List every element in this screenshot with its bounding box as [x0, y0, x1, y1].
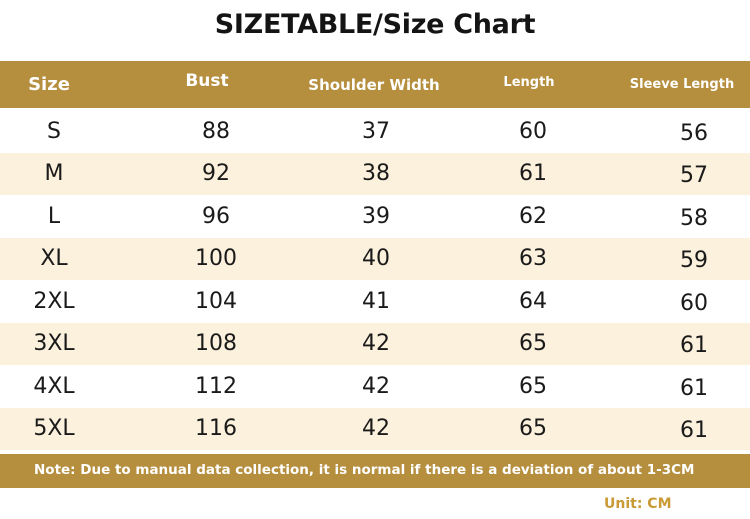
size-cell: 5XL — [33, 416, 75, 442]
bust-cell: 116 — [195, 416, 237, 442]
table-row: XL 100 40 63 59 — [0, 237, 750, 280]
sleeve-length-cell: 61 — [680, 333, 708, 359]
shoulder-width-cell: 41 — [362, 288, 390, 314]
bust-cell: 104 — [195, 288, 237, 314]
table-row: 2XL 104 41 64 60 — [0, 280, 750, 323]
table-header: Size Bust Shoulder Width Length Sleeve L… — [0, 61, 750, 108]
size-cell: 3XL — [33, 331, 75, 357]
column-header-shoulder-width: Shoulder Width — [308, 75, 440, 94]
shoulder-width-cell: 42 — [362, 373, 390, 399]
shoulder-width-cell: 40 — [362, 246, 390, 272]
length-cell: 65 — [519, 373, 547, 399]
bust-cell: 96 — [202, 203, 230, 229]
shoulder-width-cell: 38 — [362, 161, 390, 187]
sleeve-length-cell: 59 — [680, 248, 708, 274]
sleeve-length-cell: 61 — [680, 418, 708, 444]
page-title: SIZETABLE/Size Chart — [214, 9, 536, 40]
table-row: S 88 37 60 56 — [0, 110, 750, 153]
bust-cell: 108 — [195, 331, 237, 357]
length-cell: 60 — [519, 118, 547, 144]
column-header-sleeve-length: Sleeve Length — [629, 77, 735, 92]
column-header-length: Length — [503, 75, 555, 90]
size-cell: 4XL — [33, 373, 75, 399]
shoulder-width-cell: 39 — [362, 203, 390, 229]
length-cell: 65 — [519, 331, 547, 357]
unit-label: Unit: CM — [604, 496, 672, 512]
sleeve-length-cell: 56 — [680, 120, 708, 146]
table-row: 5XL 116 42 65 61 — [0, 407, 750, 450]
sleeve-length-cell: 57 — [680, 163, 708, 189]
length-cell: 61 — [519, 161, 547, 187]
bust-cell: 88 — [202, 118, 230, 144]
size-cell: 2XL — [33, 288, 75, 314]
size-cell: L — [47, 203, 61, 229]
table-row: M 92 38 61 57 — [0, 152, 750, 195]
size-table-body: S 88 37 60 56 M 92 38 61 57 L 96 39 62 5… — [0, 110, 750, 450]
length-cell: 63 — [519, 246, 547, 272]
shoulder-width-cell: 42 — [362, 416, 390, 442]
sleeve-length-cell: 58 — [680, 205, 708, 231]
length-cell: 64 — [519, 288, 547, 314]
table-row: 4XL 112 42 65 61 — [0, 365, 750, 408]
sleeve-length-cell: 60 — [680, 290, 708, 316]
shoulder-width-cell: 42 — [362, 331, 390, 357]
length-cell: 62 — [519, 203, 547, 229]
bust-cell: 100 — [195, 246, 237, 272]
sleeve-length-cell: 61 — [680, 375, 708, 401]
measurement-note: Note: Due to manual data collection, it … — [0, 454, 750, 488]
shoulder-width-cell: 37 — [362, 118, 390, 144]
table-row: 3XL 108 42 65 61 — [0, 322, 750, 365]
bust-cell: 112 — [195, 373, 237, 399]
column-header-bust: Bust — [185, 70, 229, 91]
column-header-size: Size — [28, 74, 70, 95]
size-cell: XL — [40, 246, 68, 272]
bust-cell: 92 — [202, 161, 230, 187]
size-cell: S — [47, 118, 61, 144]
table-row: L 96 39 62 58 — [0, 195, 750, 238]
size-cell: M — [44, 161, 64, 187]
length-cell: 65 — [519, 416, 547, 442]
